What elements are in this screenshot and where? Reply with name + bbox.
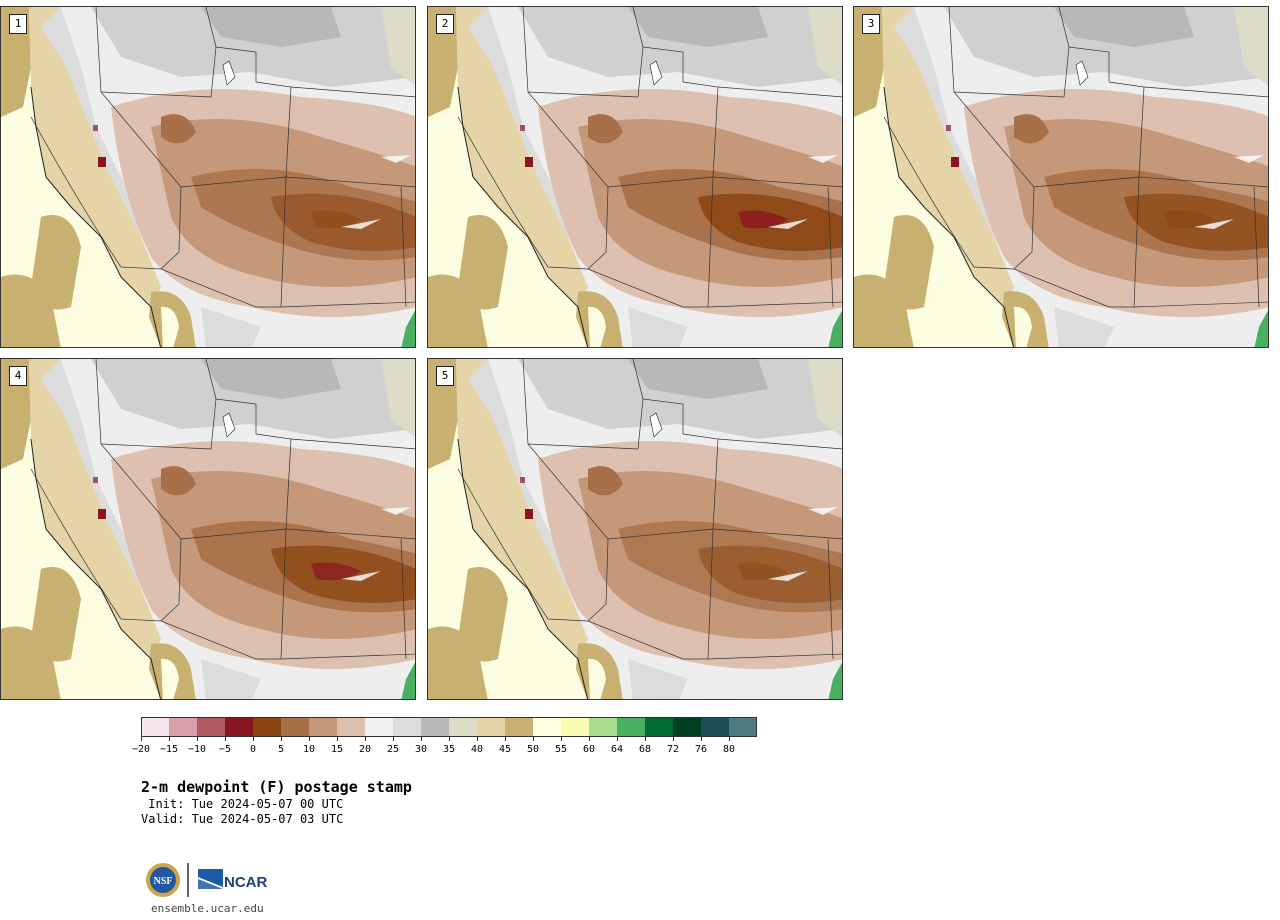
ncar-logo-text: NCAR	[224, 874, 267, 891]
colorbar-swatch	[225, 717, 253, 737]
colorbar-swatch	[253, 717, 281, 737]
init-time: Init: Tue 2024-05-07 00 UTC	[141, 797, 344, 811]
map-panel: 1	[0, 6, 416, 348]
colorbar-swatch	[449, 717, 477, 737]
panel-number-label: 2	[436, 14, 454, 34]
colorbar-tick-label: −10	[187, 744, 207, 755]
map-panel: 2	[427, 6, 843, 348]
ncar-logo: NCAR	[198, 869, 267, 891]
colorbar-tick-label: 50	[526, 744, 540, 755]
colorbar-tick-label: −20	[131, 744, 151, 755]
colorbar-swatch	[645, 717, 673, 737]
colorbar-swatch	[365, 717, 393, 737]
colorbar-tick-label: 0	[249, 744, 257, 755]
colorbar-tick-label: 80	[722, 744, 736, 755]
panel-number-label: 1	[9, 14, 27, 34]
colorbar-swatch	[729, 717, 757, 737]
colorbar	[141, 717, 757, 741]
colorbar-swatch	[589, 717, 617, 737]
colorbar-tick-label: 10	[302, 744, 316, 755]
colorbar-swatch	[281, 717, 309, 737]
nsf-logo: NSF	[146, 863, 180, 897]
nsf-logo-text: NSF	[154, 876, 173, 887]
colorbar-tick-label: 76	[694, 744, 708, 755]
colorbar-swatch	[393, 717, 421, 737]
colorbar-tick-label: 20	[358, 744, 372, 755]
colorbar-tick-label: 72	[666, 744, 680, 755]
colorbar-swatch	[421, 717, 449, 737]
panel-number-label: 5	[436, 366, 454, 386]
colorbar-tick-label: 30	[414, 744, 428, 755]
colorbar-swatch	[477, 717, 505, 737]
colorbar-swatch	[701, 717, 729, 737]
valid-time: Valid: Tue 2024-05-07 03 UTC	[141, 812, 344, 826]
colorbar-tick-label: −15	[159, 744, 179, 755]
map-panel: 3	[853, 6, 1269, 348]
colorbar-swatch	[141, 717, 169, 737]
source-url[interactable]: ensemble.ucar.edu	[151, 902, 264, 915]
colorbar-tick-label: 35	[442, 744, 456, 755]
colorbar-swatch	[337, 717, 365, 737]
colorbar-tick-label: 40	[470, 744, 484, 755]
map-panel: 5	[427, 358, 843, 700]
colorbar-swatch	[309, 717, 337, 737]
colorbar-tick-label: −5	[218, 744, 232, 755]
colorbar-swatch	[505, 717, 533, 737]
colorbar-swatch	[533, 717, 561, 737]
colorbar-tick-label: 68	[638, 744, 652, 755]
panel-number-label: 4	[9, 366, 27, 386]
colorbar-swatch	[169, 717, 197, 737]
colorbar-tick-label: 25	[386, 744, 400, 755]
colorbar-tick-label: 45	[498, 744, 512, 755]
colorbar-tick-label: 5	[277, 744, 285, 755]
nsf-ncar-logo: NSF NCAR	[145, 860, 275, 904]
colorbar-swatch	[673, 717, 701, 737]
panel-number-label: 3	[862, 14, 880, 34]
colorbar-swatch	[197, 717, 225, 737]
colorbar-swatch	[617, 717, 645, 737]
colorbar-swatch	[561, 717, 589, 737]
colorbar-tick-label: 64	[610, 744, 624, 755]
figure-title: 2-m dewpoint (F) postage stamp	[141, 778, 412, 796]
colorbar-tick-label: 15	[330, 744, 344, 755]
map-panel: 4	[0, 358, 416, 700]
colorbar-tick-label: 60	[582, 744, 596, 755]
colorbar-tick-label: 55	[554, 744, 568, 755]
